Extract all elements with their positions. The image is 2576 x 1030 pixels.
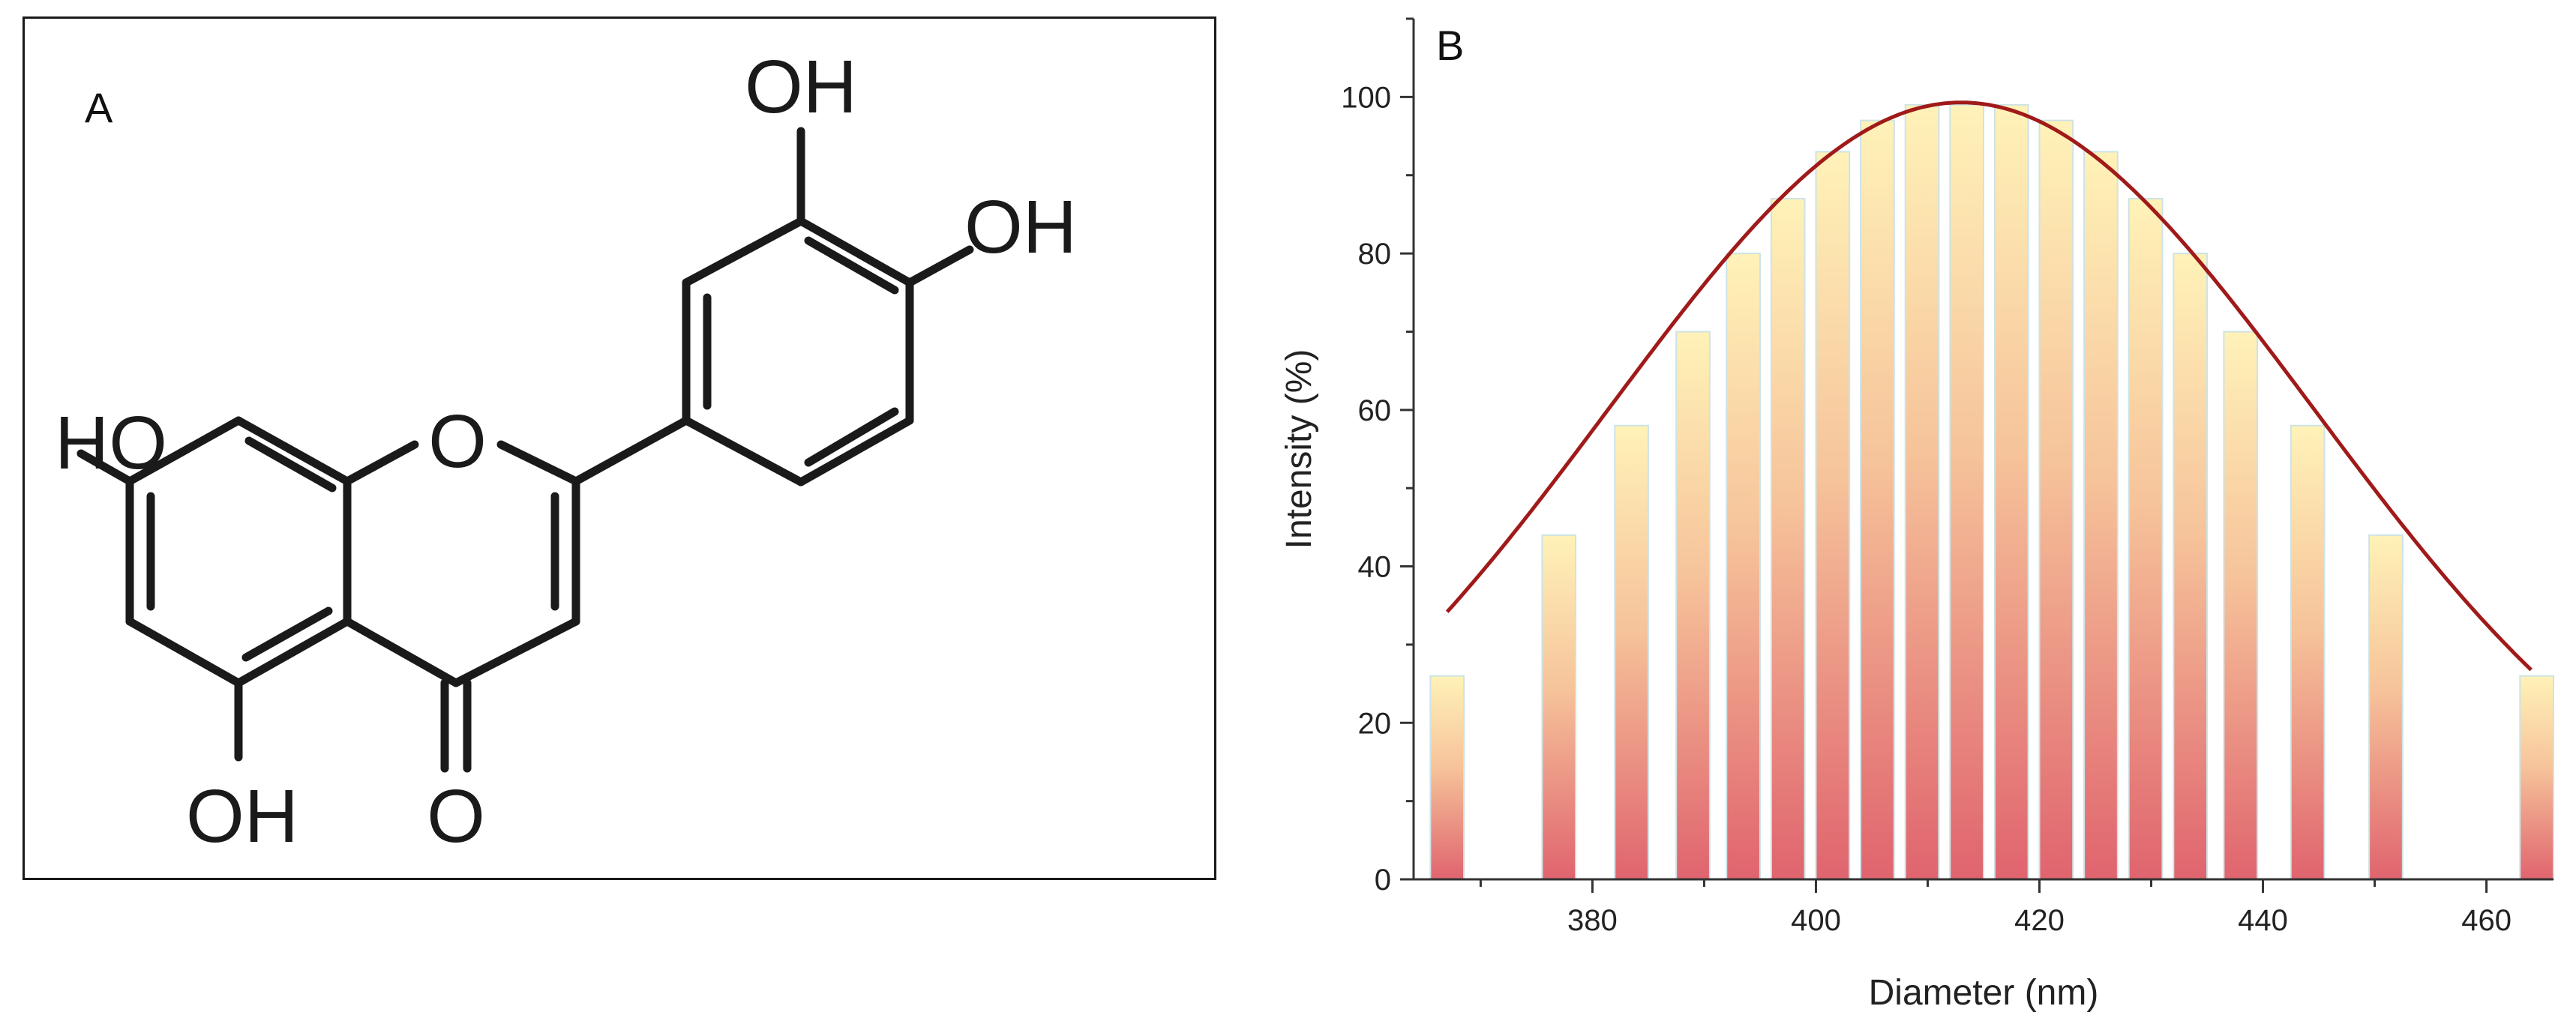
atom-carbonyl-oxygen: O (427, 774, 485, 858)
bars-layer (1429, 103, 2554, 881)
x-tick-label: 420 (2014, 904, 2065, 937)
bar-5 (1770, 198, 1806, 880)
bar-11 (2038, 119, 2074, 880)
x-tick-label: 440 (2238, 904, 2288, 937)
y-tick-label: 40 (1358, 551, 1392, 584)
bar-12 (2083, 151, 2119, 881)
atom-oh-top: OH (745, 45, 857, 129)
y-tick-label: 100 (1341, 81, 1391, 114)
fit-curve (1445, 100, 2533, 672)
bonds (76, 127, 974, 773)
axes-layer: 0 20 40 60 80 100 380 400 420 440 460 (1341, 17, 2554, 937)
bar-0 (1429, 675, 1465, 880)
bar-6 (1815, 151, 1851, 881)
chart-svg: 0 20 40 60 80 100 380 400 420 440 460 B Diameter (… (1279, 17, 2554, 1013)
x-tick-label: 460 (2461, 904, 2512, 937)
bar-1 (1541, 534, 1577, 880)
panel-a-structure: A (22, 16, 1216, 880)
structure-drawing: A (55, 45, 1077, 858)
panel-a-label: A (85, 84, 113, 131)
bar-3 (1675, 331, 1711, 881)
atom-ho-left: HO (55, 401, 167, 485)
x-tick-label: 400 (1791, 904, 1841, 937)
atom-oh-right: OH (964, 185, 1077, 269)
bar-7 (1860, 119, 1895, 880)
bar-2 (1614, 424, 1649, 880)
panel-b-chart: 0 20 40 60 80 100 380 400 420 440 460 B Diameter (… (1230, 0, 2576, 1030)
bar-9 (1949, 103, 1985, 880)
bar-8 (1904, 103, 1940, 880)
bar-14 (2173, 253, 2209, 881)
y-tick-label: 60 (1358, 394, 1392, 427)
y-tick-label: 0 (1375, 864, 1391, 897)
bar-4 (1726, 253, 1761, 881)
fit-curve-layer (1445, 100, 2533, 672)
bar-17 (2368, 534, 2404, 880)
y-tick-label: 80 (1358, 238, 1392, 271)
panel-b-label: B (1436, 22, 1464, 69)
y-axis-title: Intensity (%) (1279, 349, 1319, 549)
atom-ring-oxygen: O (428, 400, 487, 484)
atom-oh-bottom: OH (186, 774, 298, 858)
x-tick-label: 380 (1567, 904, 1618, 937)
bar-18 (2519, 675, 2554, 880)
x-axis-title: Diameter (nm) (1869, 973, 2099, 1013)
bar-15 (2223, 331, 2259, 881)
bar-10 (1993, 103, 2029, 880)
y-tick-label: 20 (1358, 707, 1392, 740)
bar-13 (2128, 198, 2164, 880)
bar-16 (2290, 424, 2326, 880)
